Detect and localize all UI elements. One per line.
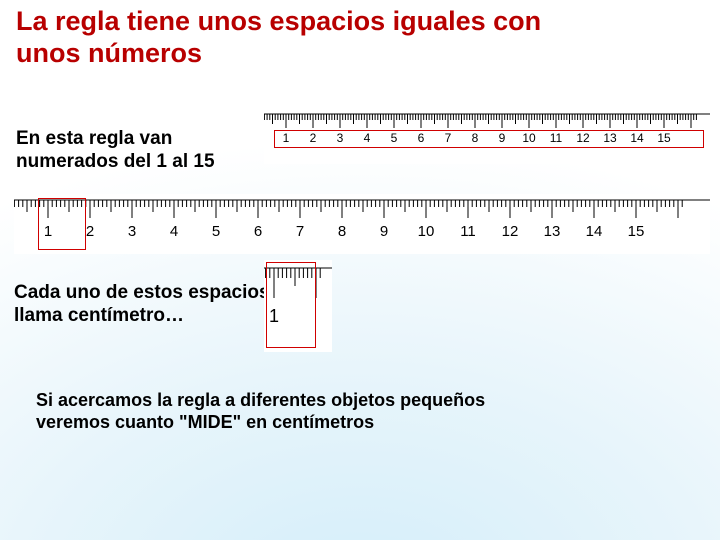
- page-title: La regla tiene unos espacios iguales con…: [16, 6, 576, 70]
- ruler3-highlight-box: [266, 262, 316, 348]
- ruler-number: 15: [628, 223, 645, 240]
- paragraph-3: Si acercamos la regla a diferentes objet…: [36, 390, 556, 433]
- ruler-number: 6: [254, 223, 262, 240]
- ruler-number: 12: [502, 223, 519, 240]
- ruler2-svg: 123456789101112131415: [14, 194, 710, 254]
- ruler-number: 13: [544, 223, 561, 240]
- ruler-number: 9: [380, 223, 388, 240]
- ruler-number: 8: [338, 223, 346, 240]
- ruler-number: 10: [418, 223, 435, 240]
- ruler-1: 123456789101112131415: [264, 108, 710, 164]
- ruler-number: 4: [170, 223, 178, 240]
- ruler2-highlight-box: [38, 198, 86, 250]
- ruler-2: 123456789101112131415: [14, 194, 710, 254]
- ruler-number: 7: [296, 223, 304, 240]
- ruler-number: 14: [586, 223, 603, 240]
- ruler-3-zoom: 1: [264, 260, 332, 352]
- ruler-number: 3: [128, 223, 136, 240]
- paragraph-1: En esta regla van numerados del 1 al 15: [16, 128, 246, 174]
- ruler-number: 2: [86, 223, 94, 240]
- ruler-number: 11: [460, 223, 476, 240]
- ruler1-highlight-box: [274, 130, 704, 148]
- ruler-number: 5: [212, 223, 220, 240]
